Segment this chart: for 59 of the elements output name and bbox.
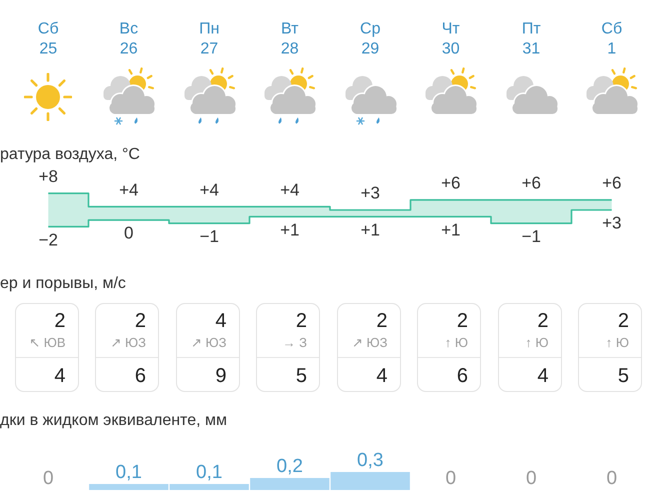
data-label: +1 [280,220,300,240]
text: ер и порывы, м/с [0,274,126,292]
data-label: 0 [606,468,618,490]
x-tick-label: Сб 1 [601,20,622,58]
data-label: 0 [445,468,456,490]
data-label: 0,2 [276,456,303,478]
x-tick-label: Чт 30 [442,20,460,58]
data-label: +4 [119,180,138,200]
data-label: +6 [441,174,460,193]
data-label: −1 [522,227,541,246]
data-label: +3 [602,214,622,233]
data-label: 0,1 [116,462,142,484]
data-label: 4 [376,365,388,387]
data-label: 0,3 [357,450,384,472]
data-label: 0 [124,224,134,243]
data-label: 2 [296,310,307,332]
data-label: 6 [134,365,146,387]
data-label: 2 [618,310,629,332]
chart-title: ратура воздуха, °C [0,144,140,164]
data-label: +1 [441,220,460,240]
data-label: 9 [215,365,226,387]
data-label: +3 [360,184,380,203]
data-label: 2 [376,310,388,332]
x-tick-label: Ср 29 [360,20,381,58]
data-label: 4 [54,365,66,387]
data-label: 2 [537,310,548,332]
data-label: 5 [296,365,307,387]
category-label: ↖ ЮВ [29,335,66,350]
data-label: +6 [602,174,622,193]
data-label: −1 [200,227,219,246]
data-label: 0 [526,468,537,490]
data-label: +6 [522,174,541,193]
x-tick-label: Пн 27 [199,20,220,58]
category-label: ↗ ЮЗ [191,335,226,350]
x-tick-label: Сб 25 [38,20,59,58]
chart-title: дки в жидком эквиваленте, мм [0,410,227,430]
data-label: 2 [456,310,468,332]
data-label: +4 [280,180,300,200]
data-label: +4 [200,180,219,200]
category-label: → З [282,335,307,350]
category-label: ↑ Ю [444,335,468,350]
data-label: 2 [134,310,146,332]
category-label: ↑ Ю [525,335,548,350]
data-label: 4 [215,310,226,332]
category-label: ↗ ЮЗ [352,335,388,350]
data-label: 6 [456,365,468,387]
data-label: 2 [54,310,66,332]
x-tick-label: Вт 28 [280,20,300,58]
x-tick-label: Вс 26 [119,20,138,58]
data-label: 0 [42,468,54,490]
data-label: 4 [537,365,548,387]
data-label: +8 [38,166,58,186]
category-label: ↗ ЮЗ [110,335,146,350]
data-label: +1 [360,220,380,240]
data-label: 0,1 [196,462,222,484]
data-label: −2 [38,230,58,250]
x-tick-label: Пт 31 [522,20,542,58]
category-label: ↑ Ю [606,335,629,350]
data-label: 5 [618,365,629,387]
